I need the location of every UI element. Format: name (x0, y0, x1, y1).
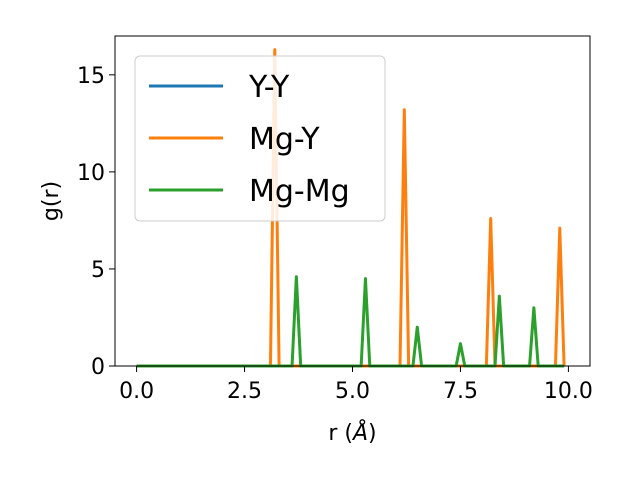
legend-label: Mg-Y (249, 122, 320, 157)
x-tick-label: 10.0 (544, 379, 593, 404)
legend-label: Y-Y (248, 70, 290, 105)
y-axis-label: g(r) (39, 181, 64, 221)
x-tick-label: 5.0 (335, 379, 370, 404)
legend-label: Mg-Mg (249, 174, 350, 209)
x-tick-label: 0.0 (119, 379, 154, 404)
x-tick-label: 2.5 (227, 379, 262, 404)
y-axis-ticks: 0 5 10 15 (77, 64, 115, 380)
y-tick-label: 0 (91, 355, 105, 380)
x-axis-ticks: 0.0 2.5 5.0 7.5 10.0 (119, 366, 593, 404)
y-tick-label: 15 (77, 64, 105, 89)
legend: Y-Y Mg-Y Mg-Mg (134, 55, 386, 222)
x-axis-label: r (Å) (328, 419, 376, 446)
y-tick-label: 5 (91, 258, 105, 283)
series-line-mg-mg (136, 275, 565, 368)
y-tick-label: 10 (77, 161, 105, 186)
legend-box (134, 55, 386, 222)
x-tick-label: 7.5 (443, 379, 478, 404)
